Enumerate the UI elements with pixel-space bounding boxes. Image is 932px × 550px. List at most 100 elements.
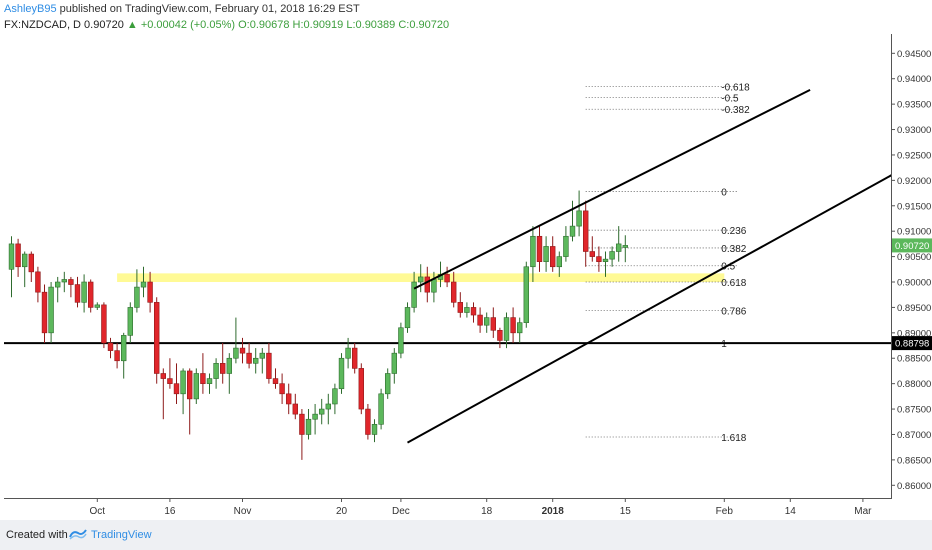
channel-lower-line [407,174,891,444]
fib-level-label: 0.382 [721,244,746,255]
y-tick-label: 0.93000 [897,125,931,136]
candle-body [61,279,68,283]
candle-body [497,329,503,341]
candle-body [536,235,543,262]
candle-body [213,363,219,379]
channel-upper-line [413,89,811,290]
candle-body [609,251,615,260]
y-tick-label: 0.89000 [897,328,931,339]
symbol-label: FX:NZDCAD, D 0.90720 [4,19,124,31]
candle-body [325,403,331,410]
candle-body [556,256,563,268]
candle-body [450,281,457,303]
chart-frame[interactable] [4,34,892,499]
candle-body [41,291,48,334]
price-chart[interactable]: -0.618-0.5-0.382 0 0.236 0.382 0.5 0.618 0.786… [0,0,932,520]
candle-down [41,284,48,343]
candle-down [35,266,41,303]
candle-body [596,256,602,262]
candle-body [101,304,107,344]
y-tick-label: 0.91500 [897,201,931,212]
tradingview-logo-icon[interactable] [69,528,87,540]
candle-body [576,210,582,227]
tradingview-brand[interactable]: TradingView [91,529,152,541]
candle-down [279,373,285,404]
candle-body [589,251,596,257]
candle-down [444,266,450,288]
candle-body [246,352,252,364]
candle-body [35,271,41,293]
candle-body [187,370,193,400]
x-tick-label: 16 [164,506,176,517]
y-tick-label: 0.88000 [897,379,931,390]
candle-up [503,312,510,349]
candle-up [233,317,239,364]
candle-up [404,302,411,333]
author-link[interactable]: AshleyB95 [4,3,57,15]
candle-body [160,373,166,379]
candle-down [74,276,81,308]
candle-body [259,352,265,359]
fib-level-label: -0.5 [721,94,739,105]
candle-down [285,383,292,415]
candle-body [147,281,153,303]
candle-body [107,342,114,351]
candle-body [516,322,523,334]
candle-body [68,279,74,285]
candle-body [8,243,15,270]
ohlc-values: O:0.90678 H:0.90919 L:0.90389 C:0.90720 [238,19,450,31]
candle-body [81,281,87,303]
candle-up [398,322,404,359]
candle-down [497,327,503,349]
x-axis: Oct16Nov20Dec18201815Feb14Mar19 [90,498,872,517]
candle-body [391,352,397,374]
candle-down [147,271,153,313]
candle-body [305,418,312,435]
x-tick-label: 18 [481,506,493,517]
candle-body [371,424,378,435]
candle-up [563,226,569,262]
candle-up [48,282,54,343]
candle-body [417,276,424,283]
y-tick-label: 0.94000 [897,74,931,85]
candle-up [318,398,325,425]
candle-body [193,373,199,400]
candle-up [556,251,563,277]
candle-body [285,393,292,405]
candle-down [101,302,107,349]
candle-up [332,383,338,415]
candle-up [609,246,615,267]
chart-header: AshleyB95 published on TradingView.com, … [0,0,932,34]
candle-up [483,312,490,333]
candle-body [424,276,430,293]
symbol-info: FX:NZDCAD, D 0.90720 ▲ +0.00042 (+0.05%)… [4,19,449,31]
candle-down [549,236,556,272]
candle-body [94,304,101,308]
candle-up [338,353,345,394]
candle-up [417,264,424,293]
candle-down [239,337,246,364]
candle-down [246,342,252,369]
x-tick-label: 2018 [542,506,565,517]
candle-body [358,368,364,410]
candle-up [411,271,417,313]
candle-body [510,317,516,334]
candle-body [523,266,530,323]
candle-up [81,274,87,313]
candle-body [490,317,496,331]
last-price-tag-text: 0.90720 [895,241,929,252]
candle-body [28,253,34,273]
candle-body [154,302,160,374]
y-tick-label: 0.86000 [897,481,931,492]
candle-body [21,253,28,268]
candle-body [477,314,483,326]
candle-down [272,368,279,389]
candle-down [167,358,173,389]
candle-up [127,302,134,343]
candle-body [266,352,272,379]
candle-body [444,274,450,283]
candle-up [325,393,331,425]
candle-body [48,286,54,334]
candle-body [569,225,576,237]
candle-body [378,393,384,425]
